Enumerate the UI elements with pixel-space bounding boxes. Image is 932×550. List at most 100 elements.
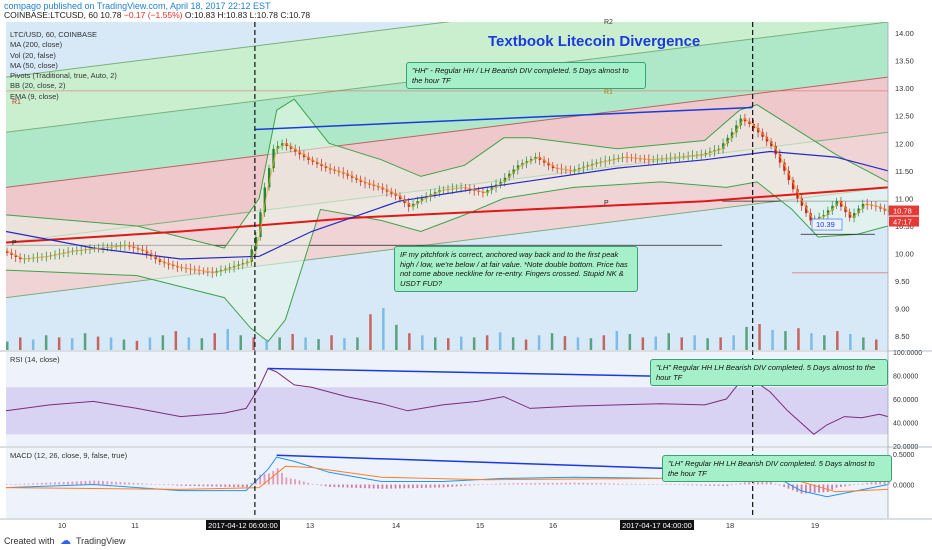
rsi-tick-label: 80.0000 bbox=[893, 374, 918, 381]
volume-bar bbox=[278, 337, 281, 350]
macd-histogram-bar bbox=[460, 484, 462, 487]
macd-histogram-bar bbox=[324, 484, 327, 487]
legend-item[interactable]: Pivots (Traditional, true, Auto, 2) bbox=[10, 71, 117, 81]
candle-body bbox=[547, 162, 550, 166]
macd-histogram-bar bbox=[267, 473, 270, 485]
macd-histogram-bar bbox=[800, 484, 803, 494]
macd-histogram-bar bbox=[835, 484, 838, 488]
volume-bar bbox=[447, 338, 450, 350]
macd-histogram-bar bbox=[577, 482, 580, 485]
candle-body bbox=[800, 198, 804, 206]
volume-bar bbox=[511, 337, 515, 350]
candle-body bbox=[267, 168, 271, 188]
macd-histogram-bar bbox=[302, 481, 305, 485]
volume-bar bbox=[680, 337, 683, 350]
macd-histogram-bar bbox=[778, 484, 781, 486]
date-tick-bg bbox=[620, 520, 694, 530]
x-tick-label: 11 bbox=[131, 521, 139, 530]
bb-upper-line bbox=[5, 98, 889, 249]
macd-histogram-bar bbox=[477, 484, 480, 486]
price-tick-label: 13.50 bbox=[895, 57, 914, 66]
candle-body bbox=[791, 180, 795, 190]
macd-histogram-bar bbox=[608, 483, 611, 485]
rsi-note: "LH" Regular HH LH Bearish DIV completed… bbox=[650, 359, 888, 386]
candle-body bbox=[805, 205, 808, 214]
volume-bar bbox=[654, 336, 657, 350]
macd-histogram-bar bbox=[752, 481, 755, 485]
macd-histogram-bar bbox=[521, 483, 524, 485]
macd-histogram-bar bbox=[272, 470, 275, 485]
volume-bar bbox=[265, 339, 268, 350]
candle-body bbox=[835, 201, 839, 206]
x-tick-label: 10 bbox=[58, 521, 66, 530]
candle-body bbox=[770, 141, 773, 147]
volume-bar bbox=[226, 329, 229, 350]
macd-histogram-bar bbox=[639, 484, 641, 485]
rsi-line bbox=[5, 367, 889, 435]
legend-item[interactable]: LTC/USD, 60, COINBASE bbox=[10, 30, 97, 39]
macd-histogram-bar bbox=[495, 483, 497, 485]
volume-bar bbox=[719, 337, 722, 350]
macd-histogram-bar bbox=[6, 484, 8, 486]
candle-body bbox=[809, 213, 812, 221]
candle-body bbox=[787, 170, 790, 181]
price-tick-label: 14.00 bbox=[895, 29, 914, 38]
macd-histogram-bar bbox=[512, 483, 515, 485]
x-tick-label: 2017-04-12 06:00:00 bbox=[208, 521, 278, 530]
publisher-text[interactable]: compago published on TradingView.com, Ap… bbox=[4, 1, 271, 11]
price-tick-label: 11.00 bbox=[895, 194, 913, 203]
macd-histogram-bar bbox=[564, 482, 567, 485]
tradingview-link[interactable]: TradingView bbox=[76, 536, 126, 546]
macd-histogram-bar bbox=[285, 477, 288, 485]
macd-histogram-bar bbox=[866, 482, 868, 485]
legend-item[interactable]: EMA (9, close) bbox=[10, 91, 59, 101]
macd-histogram-bar bbox=[805, 484, 807, 494]
macd-title: MACD (12, 26, close, 9, false, true) bbox=[10, 451, 128, 460]
volume-bar bbox=[667, 333, 670, 350]
macd-histogram-bar bbox=[346, 484, 349, 488]
macd-histogram-bar bbox=[62, 481, 65, 485]
bb-lower-line bbox=[5, 181, 889, 343]
candle-body bbox=[735, 125, 738, 133]
price-tick-label: 9.50 bbox=[895, 277, 910, 286]
candle-body bbox=[276, 146, 280, 149]
macd-histogram-bar bbox=[687, 484, 689, 486]
macd-histogram-bar bbox=[390, 484, 393, 489]
candle-body bbox=[853, 213, 856, 218]
macd-histogram-bar bbox=[490, 483, 493, 485]
macd-histogram-bar bbox=[342, 484, 345, 488]
candle-body bbox=[289, 146, 293, 149]
volume-bar bbox=[109, 337, 113, 350]
macd-note: "LH" Regular HH LH Bearish DIV completed… bbox=[662, 455, 892, 482]
macd-histogram-bar bbox=[861, 483, 864, 485]
macd-histogram-bar bbox=[316, 484, 318, 486]
volume-bar bbox=[408, 333, 411, 350]
price-tick-label: 9.00 bbox=[895, 305, 910, 314]
macd-histogram-bar bbox=[508, 483, 510, 485]
macd-histogram-bar bbox=[791, 484, 794, 491]
volume-bar bbox=[382, 308, 385, 350]
macd-histogram-bar bbox=[722, 484, 724, 486]
macd-histogram-bar bbox=[547, 482, 550, 485]
volume-bar bbox=[550, 333, 554, 350]
volume-bar bbox=[122, 339, 126, 350]
legend-item[interactable]: MA (50, close) bbox=[10, 60, 58, 70]
macd-histogram-bar bbox=[84, 480, 87, 485]
macd-histogram-bar bbox=[381, 484, 384, 489]
macd-histogram-bar bbox=[543, 483, 545, 485]
macd-histogram-bar bbox=[259, 474, 262, 485]
legend-item[interactable]: BB (20, close, 2) bbox=[10, 81, 66, 91]
macd-histogram-bar bbox=[158, 484, 161, 485]
macd-histogram-bar bbox=[167, 484, 170, 486]
candle-body bbox=[486, 190, 489, 193]
legend-item[interactable]: MA (200, close) bbox=[10, 40, 63, 50]
macd-histogram-bar bbox=[757, 481, 759, 485]
candle-body bbox=[516, 165, 520, 170]
volume-bar bbox=[330, 335, 333, 350]
macd-histogram-bar bbox=[128, 482, 131, 485]
ema-line bbox=[5, 117, 889, 274]
macd-histogram-bar bbox=[71, 481, 74, 485]
candle-body bbox=[730, 132, 734, 138]
legend-item[interactable]: Vol (20, false) bbox=[10, 50, 56, 60]
macd-histogram-bar bbox=[647, 484, 650, 485]
